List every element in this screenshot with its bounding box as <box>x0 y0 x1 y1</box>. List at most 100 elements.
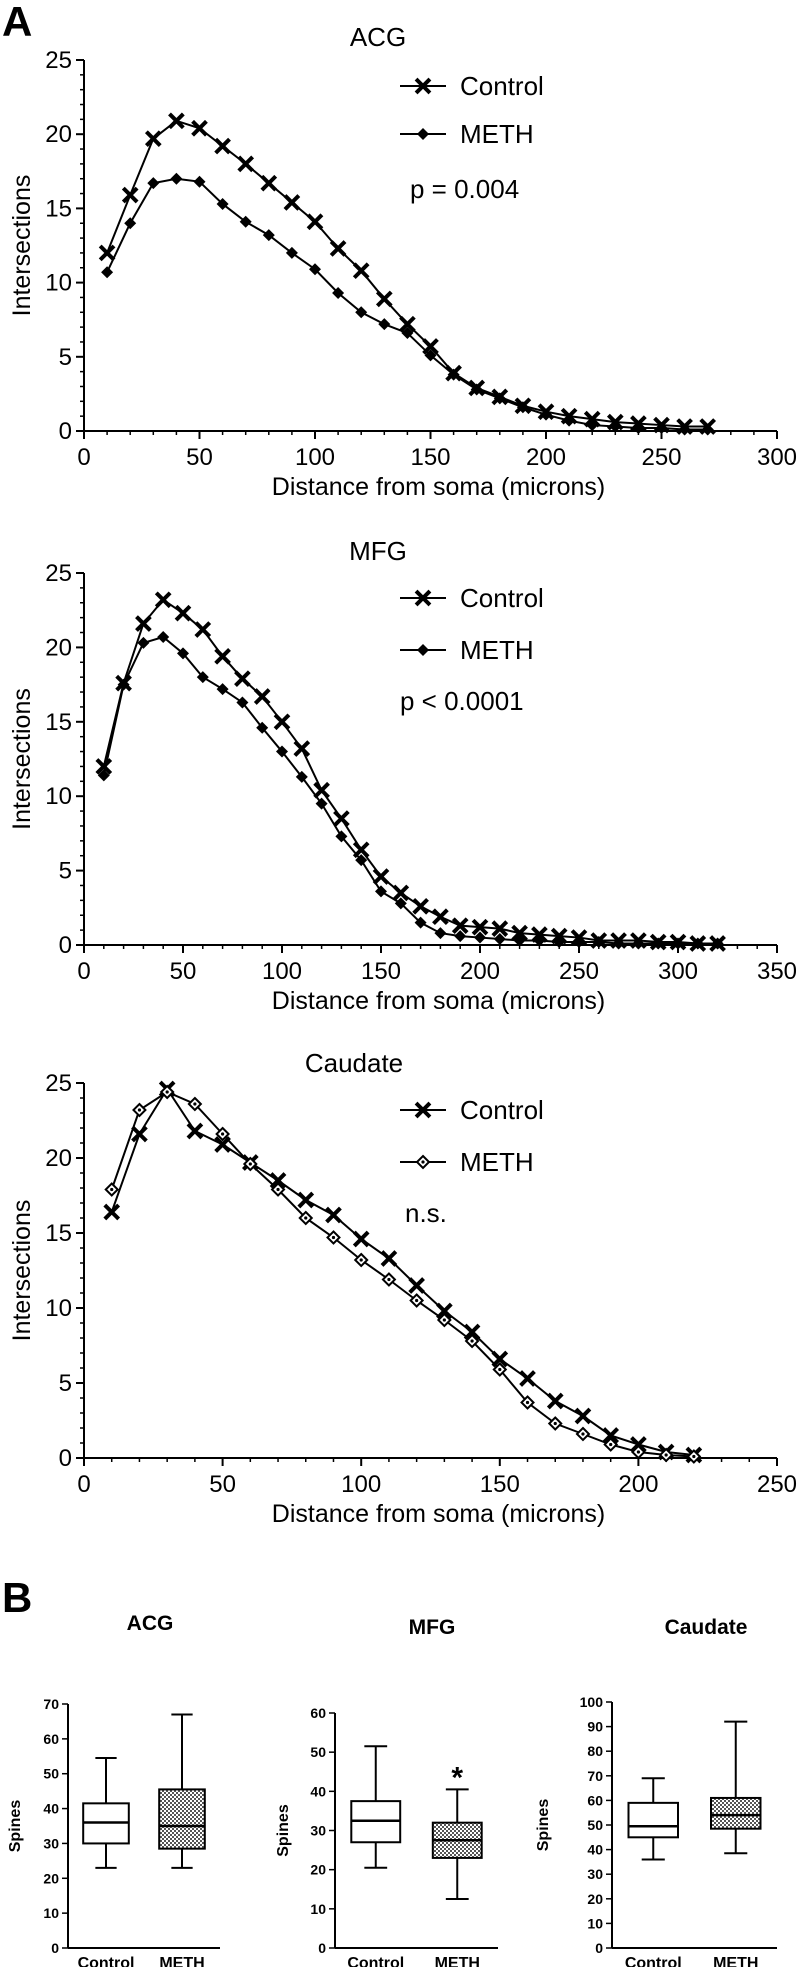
data-point-meth <box>401 327 414 340</box>
data-point-meth <box>691 937 704 950</box>
y-tick-label: 15 <box>45 195 72 222</box>
y-tick-label: 50 <box>310 1744 326 1760</box>
data-point-control <box>144 130 162 147</box>
significance-annotation: p < 0.0001 <box>400 686 524 716</box>
chart-title: MFG <box>349 536 407 566</box>
y-axis-label: Spines <box>535 1799 552 1852</box>
legend-label-meth: METH <box>460 1147 534 1177</box>
legend-label-meth: METH <box>460 635 534 665</box>
y-tick-label: 50 <box>587 1817 603 1833</box>
data-point-control <box>194 621 212 638</box>
series-line-meth <box>102 635 718 945</box>
box-chart-2: 0 10 20 30 40 50 60 Spines MFG Control METH * <box>275 1616 498 1967</box>
legend-label-control: Control <box>460 583 544 613</box>
data-point-meth <box>335 830 348 843</box>
data-point-control <box>325 1206 342 1224</box>
y-tick-label: 70 <box>587 1768 603 1784</box>
y-tick-label: 70 <box>43 1696 59 1712</box>
data-point-control <box>574 1407 592 1425</box>
data-point-control <box>333 810 350 827</box>
data-point-meth <box>540 408 552 421</box>
data-point-meth <box>516 401 529 414</box>
data-point-control <box>260 174 278 192</box>
data-point-meth <box>97 769 110 782</box>
data-point-control <box>214 137 231 155</box>
y-tick-label: 60 <box>43 1731 59 1747</box>
y-tick-label: 0 <box>59 932 72 959</box>
category-label-control: Control <box>625 1955 682 1967</box>
y-tick-label: 20 <box>43 1870 59 1886</box>
data-point-meth <box>332 286 345 299</box>
data-point-control <box>451 917 469 934</box>
y-axis-label: Spines <box>7 1800 24 1853</box>
y-tick-label: 5 <box>59 1370 72 1397</box>
data-point-meth <box>193 175 206 188</box>
y-tick-label: 20 <box>310 1862 326 1878</box>
data-point-control <box>422 338 439 355</box>
series-line-control <box>106 119 708 428</box>
data-point-meth <box>414 916 427 929</box>
data-point-control <box>352 1230 370 1248</box>
x-tick-label: 200 <box>618 1471 658 1498</box>
legend-marker-control <box>414 1101 432 1119</box>
y-tick-label: 0 <box>595 1940 603 1956</box>
data-point-meth <box>632 937 645 950</box>
data-point-control <box>297 1191 315 1209</box>
y-tick-label: 0 <box>59 1445 72 1472</box>
data-point-meth-center <box>276 1187 280 1192</box>
y-tick-label: 60 <box>310 1705 326 1721</box>
x-tick-label: 250 <box>641 444 681 471</box>
data-point-control <box>412 897 429 915</box>
category-label-control: Control <box>78 1955 135 1967</box>
data-point-meth-center <box>137 1108 142 1112</box>
data-point-meth <box>609 420 622 433</box>
data-point-meth <box>424 349 437 362</box>
y-tick-label: 60 <box>587 1792 603 1808</box>
data-point-meth <box>394 897 407 910</box>
data-point-meth <box>573 936 585 949</box>
data-point-control <box>546 1392 564 1410</box>
data-point-control <box>352 262 370 280</box>
data-point-meth <box>216 197 229 210</box>
data-point-meth <box>239 215 252 228</box>
data-point-control <box>463 1323 481 1341</box>
series-line-control <box>110 1087 694 1456</box>
data-point-meth-center <box>387 1277 391 1282</box>
y-axis-label: Intersections <box>8 688 36 830</box>
legend-marker-meth-center <box>421 1160 425 1164</box>
y-tick-label: 30 <box>43 1835 59 1851</box>
data-point-meth <box>592 936 605 949</box>
data-point-control <box>352 841 370 859</box>
box-chart-3: 0 10 20 30 40 50 60 70 80 90 100 Spines Caudate Contr… <box>535 1616 777 1967</box>
data-point-meth <box>563 414 576 427</box>
data-point-control <box>511 924 528 942</box>
x-tick-label: 200 <box>526 444 566 471</box>
y-tick-label: 50 <box>43 1766 59 1782</box>
data-point-control <box>306 213 324 231</box>
data-point-meth <box>236 696 249 709</box>
data-point-control <box>380 1250 398 1267</box>
data-point-control <box>186 1122 204 1140</box>
x-tick-label: 0 <box>77 444 90 471</box>
y-tick-label: 0 <box>59 418 72 445</box>
x-tick-label: 100 <box>341 1471 381 1498</box>
data-point-control <box>237 155 255 173</box>
data-point-control <box>168 112 185 130</box>
y-tick-label: 20 <box>587 1891 603 1907</box>
data-point-meth <box>295 770 308 783</box>
data-point-meth <box>655 422 668 435</box>
data-point-meth-center <box>692 1454 696 1459</box>
category-label-control: Control <box>347 1955 404 1967</box>
data-point-control <box>471 918 489 936</box>
data-point-meth <box>672 937 684 950</box>
data-point-meth <box>196 671 209 684</box>
category-label-meth: METH <box>435 1955 480 1967</box>
y-tick-label: 90 <box>587 1719 603 1735</box>
y-tick-label: 25 <box>45 560 72 587</box>
data-point-meth <box>493 933 506 946</box>
x-tick-label: 50 <box>186 444 213 471</box>
category-label-meth: METH <box>713 1955 758 1967</box>
data-point-meth <box>177 647 189 660</box>
